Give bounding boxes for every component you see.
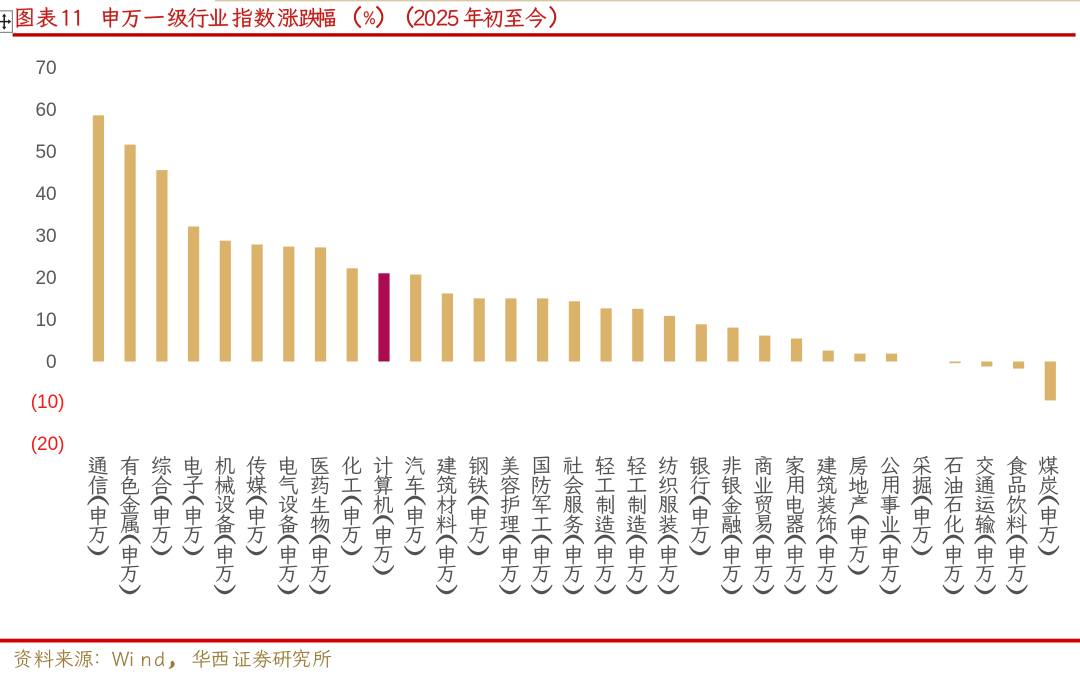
svg-text:20: 20 bbox=[35, 268, 56, 289]
svg-text:30: 30 bbox=[35, 226, 56, 247]
svg-text:(20): (20) bbox=[31, 434, 65, 455]
svg-text:10: 10 bbox=[35, 310, 56, 331]
svg-text:70: 70 bbox=[35, 58, 56, 79]
svg-text:40: 40 bbox=[35, 184, 56, 205]
svg-text:60: 60 bbox=[35, 100, 56, 121]
svg-text:(10): (10) bbox=[31, 392, 65, 413]
svg-text:50: 50 bbox=[35, 142, 56, 163]
svg-text:0: 0 bbox=[46, 352, 57, 373]
